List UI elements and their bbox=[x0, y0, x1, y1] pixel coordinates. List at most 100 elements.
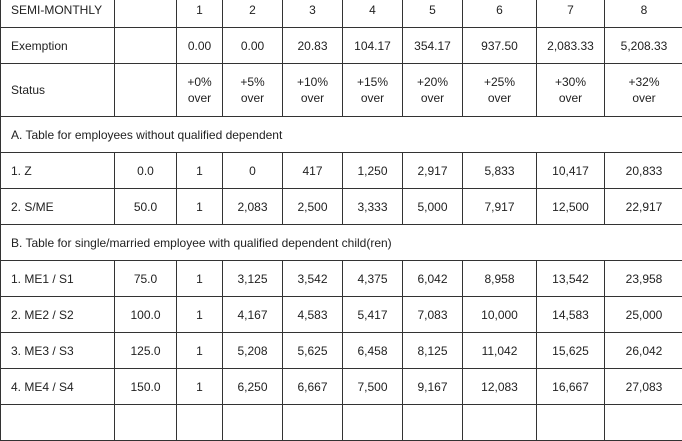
table-cell: 1 bbox=[177, 153, 223, 189]
row-exemption: 125.0 bbox=[115, 333, 177, 369]
bracket-header: 3 bbox=[283, 0, 343, 28]
bracket-header: 2 bbox=[223, 0, 283, 28]
table-cell: 3,333 bbox=[343, 189, 403, 225]
table-cell: 6,667 bbox=[283, 369, 343, 405]
empty-cell bbox=[115, 28, 177, 64]
table-row: 3. ME3 / S3 125.0 1 5,208 5,625 6,458 8,… bbox=[1, 333, 682, 369]
bracket-header: 5 bbox=[403, 0, 463, 28]
table-cell: 20,833 bbox=[605, 153, 682, 189]
table-cell: 15,625 bbox=[537, 333, 605, 369]
table-cell: 10,417 bbox=[537, 153, 605, 189]
table-cell: 5,000 bbox=[403, 189, 463, 225]
status-rate-cell: +5% over bbox=[223, 64, 283, 117]
table-cell: 5,417 bbox=[343, 297, 403, 333]
exemption-value: 104.17 bbox=[343, 28, 403, 64]
status-rate-cell: +25%over bbox=[463, 64, 537, 117]
row-label: 4. ME4 / S4 bbox=[1, 369, 115, 405]
table-cell: 2,500 bbox=[283, 189, 343, 225]
row-label: 2. S/ME bbox=[1, 189, 115, 225]
status-suffix: over bbox=[361, 91, 384, 105]
status-rate: +30% bbox=[555, 75, 586, 89]
exemption-value: 0.00 bbox=[223, 28, 283, 64]
period-header: SEMI-MONTHLY bbox=[1, 0, 115, 28]
exemption-label: Exemption bbox=[1, 28, 115, 64]
status-suffix: over bbox=[301, 91, 324, 105]
status-rate: +25% bbox=[484, 75, 515, 89]
table-cell: 5,625 bbox=[283, 333, 343, 369]
table-cell: 1 bbox=[177, 297, 223, 333]
exemption-value: 354.17 bbox=[403, 28, 463, 64]
table-cell: 2,083 bbox=[223, 189, 283, 225]
table-cell: 2,917 bbox=[403, 153, 463, 189]
section-b-header: B. Table for single/married employee wit… bbox=[1, 225, 682, 261]
table-cell: 6,042 bbox=[403, 261, 463, 297]
row-label: 3. ME3 / S3 bbox=[1, 333, 115, 369]
table-cell: 7,083 bbox=[403, 297, 463, 333]
table-cell: 1,250 bbox=[343, 153, 403, 189]
table-cell: 9,167 bbox=[403, 369, 463, 405]
table-cell: 1 bbox=[177, 369, 223, 405]
exemption-value: 20.83 bbox=[283, 28, 343, 64]
row-exemption: 50.0 bbox=[115, 189, 177, 225]
status-suffix: over bbox=[241, 91, 264, 105]
section-title: B. Table for single/married employee wit… bbox=[1, 225, 682, 261]
status-rate: +10% bbox=[297, 75, 328, 89]
table-cell: 6,458 bbox=[343, 333, 403, 369]
bracket-header: 4 bbox=[343, 0, 403, 28]
exemption-row: Exemption 0.00 0.00 20.83 104.17 354.17 … bbox=[1, 28, 682, 64]
table-cell: 10,000 bbox=[463, 297, 537, 333]
empty-cell bbox=[115, 64, 177, 117]
row-label: 1. ME1 / S1 bbox=[1, 261, 115, 297]
empty-cell bbox=[343, 405, 403, 441]
table-cell: 6,250 bbox=[223, 369, 283, 405]
status-rate-cell: +10% over bbox=[283, 64, 343, 117]
status-suffix: over bbox=[559, 91, 582, 105]
exemption-value: 2,083.33 bbox=[537, 28, 605, 64]
table-cell: 8,125 bbox=[403, 333, 463, 369]
table-row: 4. ME4 / S4 150.0 1 6,250 6,667 7,500 9,… bbox=[1, 369, 682, 405]
table-cell: 4,583 bbox=[283, 297, 343, 333]
table-cell: 8,958 bbox=[463, 261, 537, 297]
table-cell: 1 bbox=[177, 333, 223, 369]
row-exemption: 100.0 bbox=[115, 297, 177, 333]
section-title: A. Table for employees without qualified… bbox=[1, 117, 682, 153]
row-exemption: 0.0 bbox=[115, 153, 177, 189]
status-suffix: over bbox=[188, 91, 211, 105]
bracket-header: 7 bbox=[537, 0, 605, 28]
table-row: 2. ME2 / S2 100.0 1 4,167 4,583 5,417 7,… bbox=[1, 297, 682, 333]
row-exemption: 75.0 bbox=[115, 261, 177, 297]
status-rate: +32% bbox=[628, 75, 659, 89]
table-row: 2. S/ME 50.0 1 2,083 2,500 3,333 5,000 7… bbox=[1, 189, 682, 225]
empty-cell bbox=[115, 0, 177, 28]
header-row: SEMI-MONTHLY 1 2 3 4 5 6 7 8 bbox=[1, 0, 682, 28]
status-rate: +5% bbox=[240, 75, 264, 89]
table-cell: 22,917 bbox=[605, 189, 682, 225]
table-cell: 4,167 bbox=[223, 297, 283, 333]
table-cell: 4,375 bbox=[343, 261, 403, 297]
table-cell: 3,542 bbox=[283, 261, 343, 297]
row-label: 2. ME2 / S2 bbox=[1, 297, 115, 333]
table-cell: 26,042 bbox=[605, 333, 682, 369]
status-rate: +0% bbox=[187, 75, 211, 89]
empty-cell bbox=[1, 405, 115, 441]
status-suffix: over bbox=[632, 91, 655, 105]
table-cell: 12,500 bbox=[537, 189, 605, 225]
status-rate-cell: +20%over bbox=[403, 64, 463, 117]
table-cell: 16,667 bbox=[537, 369, 605, 405]
empty-cell bbox=[223, 405, 283, 441]
empty-cell bbox=[537, 405, 605, 441]
table-cell: 27,083 bbox=[605, 369, 682, 405]
table-cell: 7,500 bbox=[343, 369, 403, 405]
status-rate-cell: +15% over bbox=[343, 64, 403, 117]
status-label: Status bbox=[1, 64, 115, 117]
table-cell: 417 bbox=[283, 153, 343, 189]
status-row: Status +0% over +5% over +10% over +15% over… bbox=[1, 64, 682, 117]
status-rate: +15% bbox=[357, 75, 388, 89]
table-cell: 25,000 bbox=[605, 297, 682, 333]
status-rate-cell: +32% over bbox=[605, 64, 682, 117]
status-rate-cell: +0% over bbox=[177, 64, 223, 117]
empty-cell bbox=[177, 405, 223, 441]
table-cell: 12,083 bbox=[463, 369, 537, 405]
status-suffix: over bbox=[421, 91, 444, 105]
